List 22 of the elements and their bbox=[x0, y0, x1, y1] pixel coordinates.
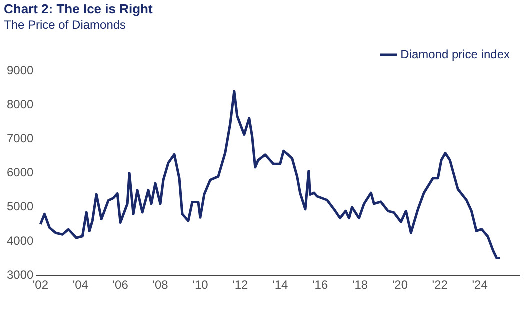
y-tick-label: 6000 bbox=[6, 166, 34, 180]
x-tick-label: '18 bbox=[352, 278, 368, 292]
y-tick-label: 4000 bbox=[6, 234, 34, 248]
x-tick-label: '04 bbox=[72, 278, 89, 292]
x-tick-label: '10 bbox=[192, 278, 209, 292]
y-tick-label: 7000 bbox=[6, 132, 34, 146]
y-tick-label: 8000 bbox=[6, 97, 34, 112]
x-tick-label: '14 bbox=[272, 278, 288, 292]
y-tick-label: 5000 bbox=[6, 200, 34, 214]
x-tick-label: '20 bbox=[392, 278, 408, 292]
chart-subtitle: The Price of Diamonds bbox=[4, 18, 126, 32]
legend-label: Diamond price index bbox=[400, 47, 510, 62]
chart-title: Chart 2: The Ice is Right bbox=[4, 1, 154, 16]
x-tick-label: '22 bbox=[432, 278, 448, 292]
y-tick-label: 9000 bbox=[6, 63, 34, 78]
x-tick-label: '08 bbox=[152, 278, 169, 292]
x-tick-label: '12 bbox=[232, 278, 249, 292]
y-tick-label: 3000 bbox=[6, 268, 34, 282]
x-tick-label: '06 bbox=[112, 278, 129, 292]
x-tick-label: '24 bbox=[472, 278, 488, 292]
x-tick-label: '16 bbox=[312, 278, 328, 292]
x-tick-label: '02 bbox=[32, 278, 49, 292]
